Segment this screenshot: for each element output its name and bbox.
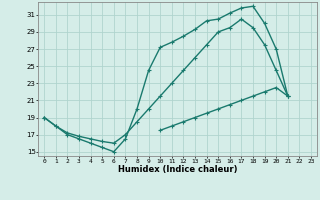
X-axis label: Humidex (Indice chaleur): Humidex (Indice chaleur)	[118, 165, 237, 174]
